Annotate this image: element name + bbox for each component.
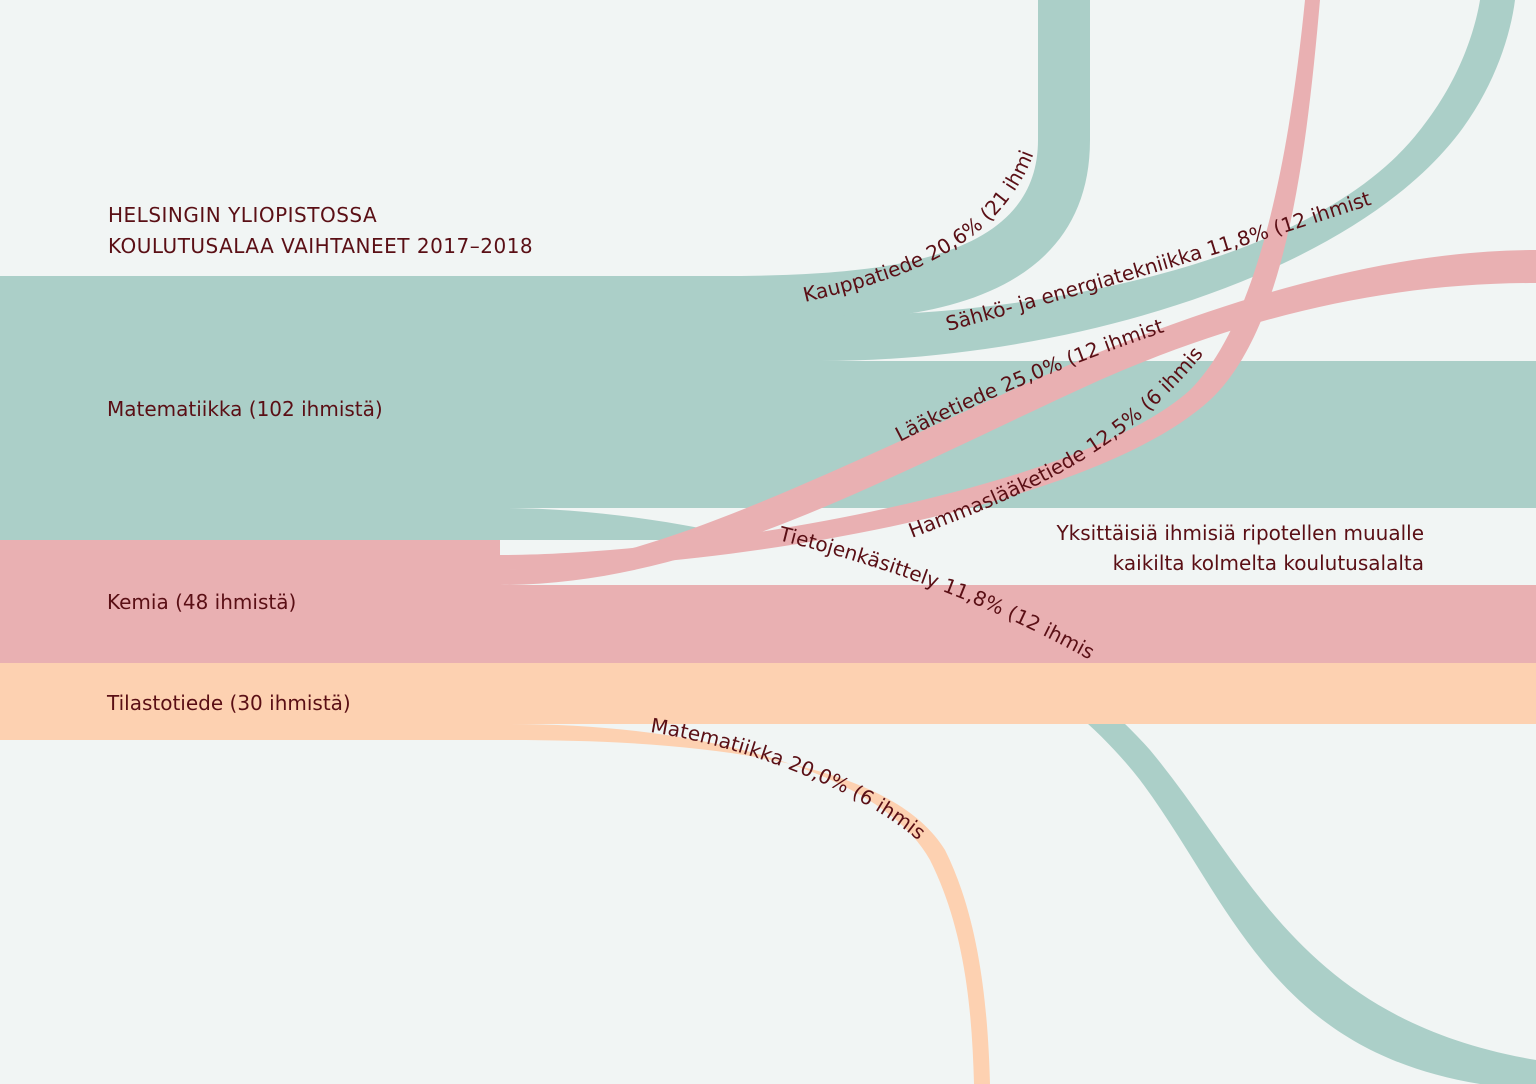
note-line-2: kaikilta kolmelta koulutusalalta	[1113, 551, 1424, 575]
flow-laaketiede	[500, 250, 1536, 585]
flow-label-kauppatiede: Kauppatiede 20,6% (21 ihmistä)	[0, 0, 1038, 307]
band-kemia-left	[0, 540, 500, 585]
source-label-kemia: Kemia (48 ihmistä)	[107, 590, 296, 614]
band-matematiikka-left	[0, 276, 510, 540]
flow-matematiikka	[510, 724, 990, 1084]
note-line-1: Yksittäisiä ihmisiä ripotellen muualle	[1055, 521, 1424, 545]
flow-kauppatiede	[0, 0, 1090, 320]
flow-tieto	[500, 508, 1536, 1084]
source-label-tilastotiede: Tilastotiede (30 ihmistä)	[106, 691, 351, 715]
title-line-2: KOULUTUSALAA VAIHTANEET 2017–2018	[108, 234, 533, 258]
title-line-1: HELSINGIN YLIOPISTOSSA	[108, 203, 377, 227]
band-tilastotiede-left	[0, 663, 510, 740]
source-label-matematiikka: Matematiikka (102 ihmistä)	[107, 397, 383, 421]
flow-label-kauppatiede-path: Kauppatiede 20,6% (21 ihmistä)	[0, 0, 1038, 307]
